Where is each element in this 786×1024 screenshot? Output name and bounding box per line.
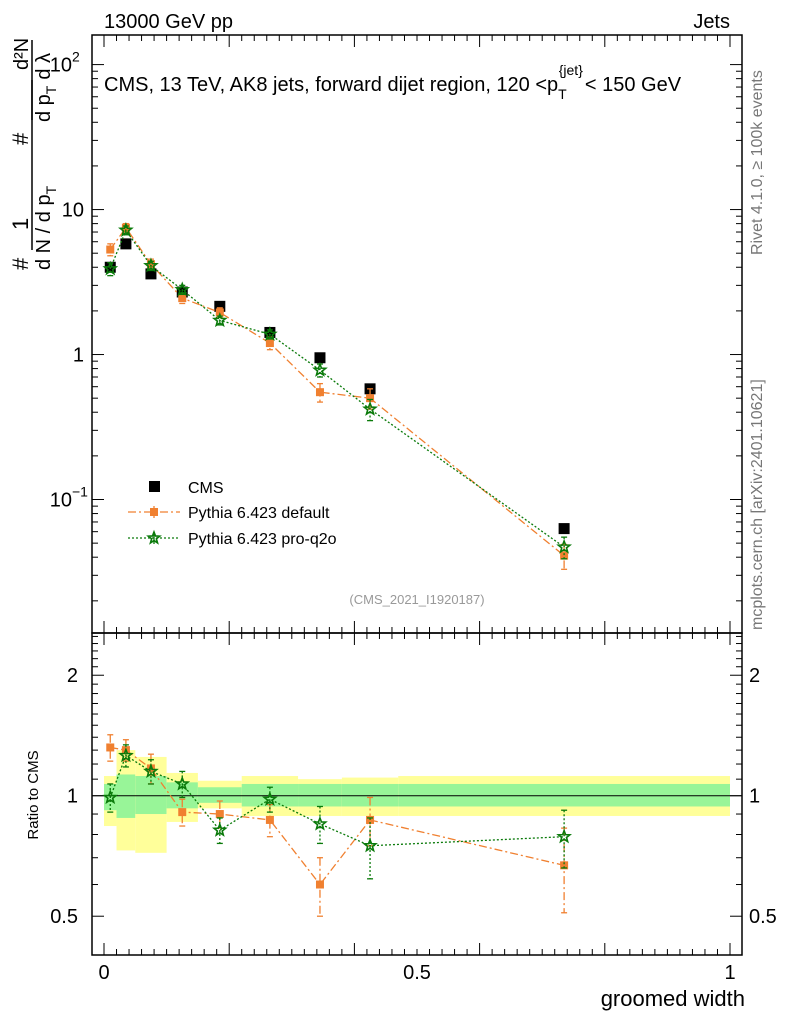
y-tick-label-right: 1 bbox=[749, 786, 760, 808]
svg-text:d²N: d²N bbox=[11, 38, 33, 70]
analysis-reference: (CMS_2021_I1920187) bbox=[349, 592, 484, 607]
data-point-default bbox=[560, 861, 569, 870]
data-point-proq2o bbox=[262, 325, 278, 341]
data-point-proq2o bbox=[362, 400, 378, 416]
x-axis-label: groomed width bbox=[601, 986, 745, 1011]
header-right: Jets bbox=[693, 11, 730, 33]
data-point-default bbox=[215, 810, 224, 819]
data-point-default bbox=[106, 245, 115, 254]
x-tick-label: 0 bbox=[98, 962, 109, 984]
x-tick-label: 0.5 bbox=[403, 962, 431, 984]
data-point-proq2o bbox=[102, 789, 119, 805]
x-tick-label: 1 bbox=[724, 962, 735, 984]
data-point-cms bbox=[264, 326, 276, 338]
data-point-cms bbox=[314, 352, 326, 364]
band-inner bbox=[197, 787, 242, 803]
data-point-cms bbox=[145, 268, 157, 280]
data-point-proq2o bbox=[362, 837, 378, 853]
data-point-default bbox=[560, 551, 569, 560]
main-ylabel: # 1 d N / d pT # d²N d pTd λ bbox=[8, 38, 59, 270]
legend-label-proq2o: Pythia 6.423 pro-q2o bbox=[188, 531, 337, 548]
data-point-proq2o bbox=[556, 828, 572, 844]
data-point-proq2o bbox=[262, 790, 278, 806]
data-point-proq2o bbox=[211, 312, 228, 328]
data-point-cms bbox=[214, 300, 226, 312]
svg-text:1: 1 bbox=[8, 218, 33, 230]
legend-marker-proq2o bbox=[146, 529, 162, 545]
ratio-ylabel: Ratio to CMS bbox=[25, 750, 42, 839]
data-point-proq2o bbox=[174, 775, 191, 791]
band-inner bbox=[298, 783, 342, 807]
y-tick-label: 1 bbox=[67, 786, 78, 808]
y-tick-label: 1 bbox=[73, 345, 84, 367]
band-inner bbox=[341, 783, 399, 807]
data-point-proq2o bbox=[102, 260, 119, 276]
rivet-label: Rivet 4.1.0, ≥ 100k events bbox=[749, 70, 766, 255]
data-point-proq2o bbox=[556, 538, 572, 554]
legend: CMS Pythia 6.423 default Pythia 6.423 pr… bbox=[128, 480, 337, 548]
data-point-default bbox=[366, 394, 375, 403]
data-point-proq2o bbox=[118, 221, 134, 237]
legend-marker-default bbox=[150, 508, 158, 516]
header-left: 13000 GeV pp bbox=[104, 11, 233, 33]
data-point-proq2o bbox=[312, 361, 328, 377]
legend-marker-cms bbox=[149, 481, 160, 492]
y-tick-label-right: 2 bbox=[749, 665, 760, 687]
data-point-default bbox=[106, 743, 115, 752]
y-tick-label-exponent: −1 bbox=[72, 484, 88, 500]
data-point-proq2o bbox=[118, 747, 134, 763]
data-point-default bbox=[178, 808, 187, 817]
svg-text:#: # bbox=[8, 257, 33, 270]
series-line-default bbox=[109, 226, 565, 557]
legend-label-default: Pythia 6.423 default bbox=[188, 505, 330, 522]
svg-text:d pTd λ: d pTd λ bbox=[33, 53, 59, 122]
y-tick-label: 10 bbox=[62, 200, 84, 222]
data-point-default bbox=[178, 294, 187, 303]
legend-entry-proq2o: Pythia 6.423 pro-q2o bbox=[128, 529, 337, 548]
y-tick-label-exponent: 2 bbox=[72, 49, 80, 65]
data-point-default bbox=[265, 815, 274, 824]
y-tick-label-right: 0.5 bbox=[749, 906, 777, 928]
legend-entry-default: Pythia 6.423 default bbox=[128, 505, 330, 522]
series-line-default bbox=[110, 746, 565, 886]
mcplots-label: mcplots.cern.ch [arXiv:2401.10621] bbox=[749, 379, 766, 630]
legend-label-cms: CMS bbox=[188, 480, 224, 497]
y-tick-label: 10 bbox=[50, 55, 72, 77]
y-tick-label: 2 bbox=[67, 665, 78, 687]
data-point-proq2o bbox=[174, 281, 191, 297]
data-point-default bbox=[315, 388, 324, 397]
svg-text:#: # bbox=[8, 132, 33, 145]
y-tick-label: 10 bbox=[50, 490, 72, 512]
ratio-plot: 0.5 0.5 1 1 2 2 0 0.5 1 bbox=[50, 632, 777, 984]
data-point-cms bbox=[558, 523, 570, 535]
band-inner bbox=[398, 783, 730, 807]
data-point-cms bbox=[120, 238, 132, 250]
data-point-proq2o bbox=[143, 257, 159, 273]
y-tick-label: 0.5 bbox=[50, 906, 78, 928]
data-point-default bbox=[146, 260, 155, 269]
svg-text:d N / d pT: d N / d pT bbox=[33, 185, 59, 270]
data-point-proq2o bbox=[143, 763, 159, 779]
plot-title: CMS, 13 TeV, AK8 jets, forward dijet reg… bbox=[104, 62, 682, 102]
data-point-default bbox=[315, 880, 324, 889]
data-point-proq2o bbox=[312, 815, 328, 831]
data-point-proq2o bbox=[211, 821, 228, 837]
legend-entry-cms: CMS bbox=[149, 480, 224, 497]
data-point-default bbox=[265, 339, 274, 348]
series-line-proq2o bbox=[109, 228, 565, 548]
